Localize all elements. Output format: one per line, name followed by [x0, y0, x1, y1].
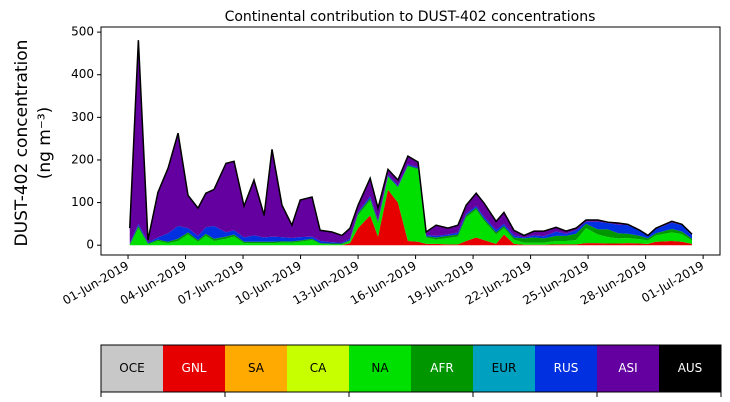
x-tick-label: 01-Jul-2019: [639, 259, 706, 306]
legend-label: EUR: [492, 361, 517, 375]
y-tick-label: 400: [71, 67, 94, 81]
legend-swatch: [163, 345, 225, 392]
legend-label: NA: [371, 361, 389, 375]
legend-label: SA: [248, 361, 265, 375]
legend-label: CA: [310, 361, 327, 375]
legend-label: AFR: [430, 361, 453, 375]
y-tick-label: 200: [71, 152, 94, 166]
y-tick-label: 100: [71, 195, 94, 209]
legend-swatch: [597, 345, 659, 392]
y-axis-label: DUST-402 concentration: [12, 40, 32, 247]
area: [129, 165, 693, 246]
legend-frame: [100, 344, 722, 393]
legend-swatch: [349, 345, 411, 392]
legend-label: GNL: [182, 361, 207, 375]
legend-swatch: [411, 345, 473, 392]
legend-label: RUS: [554, 361, 579, 375]
y-tick-label: 0: [86, 238, 94, 252]
y-tick-label: 300: [71, 110, 94, 124]
legend-swatch: [287, 345, 349, 392]
legend-swatch: [659, 345, 721, 392]
legend-label: AUS: [678, 361, 703, 375]
total-outline: [129, 40, 693, 241]
legend-swatch: [473, 345, 535, 392]
area: [129, 40, 693, 244]
legend-label: OCE: [119, 361, 144, 375]
y-tick-label: 500: [71, 25, 94, 39]
legend-label: ASI: [618, 361, 637, 375]
legend-swatch: [535, 345, 597, 392]
chart-title: Continental contribution to DUST-402 con…: [225, 9, 596, 25]
y-axis-unit: (ng m⁻³): [35, 107, 55, 180]
legend-swatch: [225, 345, 287, 392]
plot-frame: [100, 26, 721, 256]
area: [129, 166, 693, 246]
legend-swatch: [101, 345, 163, 392]
